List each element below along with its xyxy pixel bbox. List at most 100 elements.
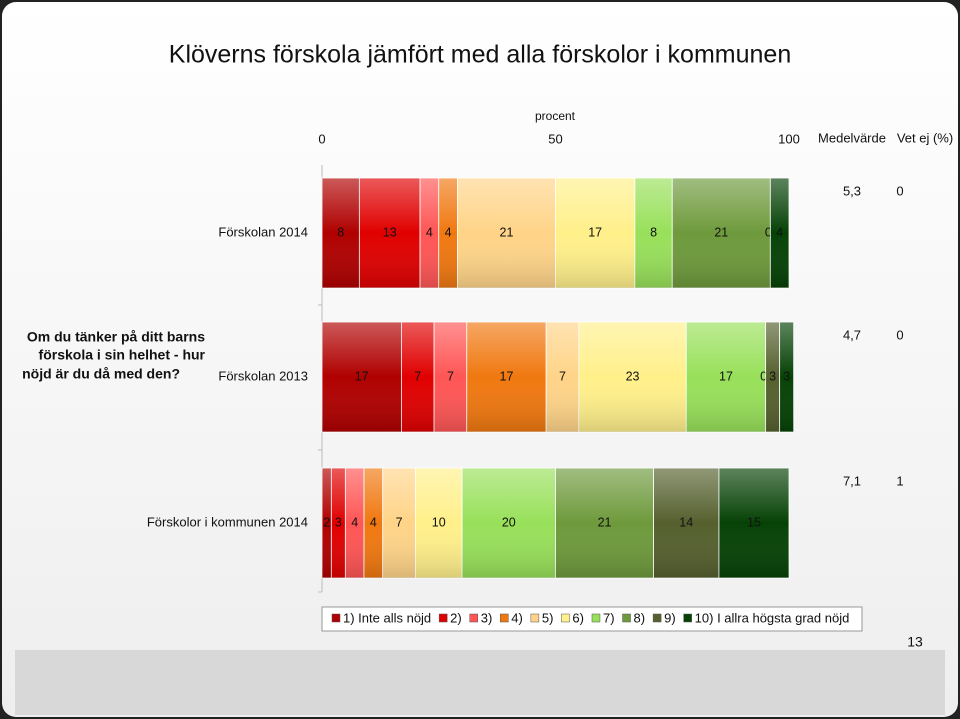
segment-label: 17 <box>500 369 514 383</box>
bar-shine <box>322 322 402 432</box>
legend-swatch <box>591 613 601 623</box>
category-label: Förskolor i kommunen 2014 <box>147 514 308 529</box>
segment-label: 3 <box>769 369 776 383</box>
legend-swatch <box>438 613 448 623</box>
bar-shine <box>322 178 360 288</box>
mean-value: 4,7 <box>843 327 861 342</box>
bar-shine <box>578 322 687 432</box>
mean-value: 5,3 <box>843 183 861 198</box>
segment-label: 20 <box>502 515 516 529</box>
segment-label: 4 <box>426 225 433 239</box>
title: Klöverns förskola jämfört med alla försk… <box>169 41 791 69</box>
segment-label: 4 <box>351 515 358 529</box>
mean-value: 7,1 <box>843 473 861 488</box>
segment-label: 4 <box>445 225 452 239</box>
bar-shine <box>770 178 789 288</box>
segment-label: 8 <box>650 225 657 239</box>
question-line: nöjd är du då med den? <box>22 366 180 382</box>
legend-swatch <box>683 613 692 623</box>
bar-shine <box>382 468 416 578</box>
legend-label: 4) <box>511 610 523 625</box>
bar-shine <box>415 468 463 578</box>
segment-label: 3 <box>783 369 790 383</box>
bar-shine <box>765 322 780 432</box>
segment-label: 7 <box>559 369 566 383</box>
segment-label: 4 <box>776 225 783 239</box>
segment-label: 2 <box>323 515 330 529</box>
footer-band <box>15 650 945 715</box>
bar-shine <box>672 178 771 288</box>
x-tick-label: 100 <box>778 131 800 146</box>
page-number: 13 <box>907 634 923 650</box>
bar-shine <box>345 468 365 578</box>
bar-shine <box>634 178 673 288</box>
legend-swatch <box>331 613 341 623</box>
bar-shine <box>462 468 556 578</box>
legend-swatch <box>561 613 570 623</box>
legend-swatch <box>500 613 509 623</box>
legend-label: 10) I allra högsta grad nöjd <box>695 610 850 625</box>
legend-label: 5) <box>542 610 554 625</box>
legend-swatch <box>530 613 540 623</box>
legend-label: 1) Inte alls nöjd <box>343 610 431 625</box>
x-tick-label: 0 <box>318 131 325 146</box>
bar-shine <box>686 322 766 432</box>
legend-swatch <box>622 613 631 623</box>
legend-label: 3) <box>481 610 493 625</box>
bar-shine <box>359 178 421 288</box>
bar-shine <box>466 322 547 432</box>
x-axis-label: procent <box>535 109 576 123</box>
dont-know-header: Vet ej (%) <box>897 130 953 145</box>
segment-label: 7 <box>447 369 454 383</box>
category-label: Förskolan 2013 <box>218 368 308 383</box>
segment-label: 0 <box>765 225 772 239</box>
dont-know-value: 0 <box>896 327 903 342</box>
legend-label: 7) <box>603 610 615 625</box>
bar-shine <box>364 468 383 578</box>
bar-shine <box>457 178 556 288</box>
bar-shine <box>555 178 635 288</box>
bar-shine <box>718 468 789 578</box>
question-line: förskola i sin helhet - hur <box>39 347 206 363</box>
bar-shine <box>420 178 439 288</box>
legend-label: 8) <box>634 610 646 625</box>
segment-label: 10 <box>432 515 446 529</box>
bar-shine <box>653 468 719 578</box>
category-label: Förskolan 2014 <box>218 224 308 239</box>
segment-label: 23 <box>626 369 640 383</box>
segment-label: 21 <box>714 225 728 239</box>
segment-label: 0 <box>760 369 767 383</box>
legend-swatch <box>469 613 478 623</box>
legend-label: 9) <box>664 610 676 625</box>
dont-know-value: 0 <box>896 183 903 198</box>
legend-label: 6) <box>572 610 584 625</box>
segment-label: 7 <box>414 369 421 383</box>
bar-shine <box>555 468 654 578</box>
bar-shine <box>322 468 332 578</box>
segment-label: 8 <box>337 225 344 239</box>
bar-shine <box>434 322 467 432</box>
bar-shine <box>546 322 579 432</box>
segment-label: 21 <box>598 515 612 529</box>
segment-label: 17 <box>719 369 733 383</box>
segment-label: 17 <box>588 225 602 239</box>
bar-shine <box>438 178 458 288</box>
segment-label: 13 <box>383 225 397 239</box>
legend-label: 2) <box>450 610 462 625</box>
segment-label: 3 <box>335 515 342 529</box>
bar-shine <box>401 322 435 432</box>
mean-header: Medelvärde <box>818 130 886 145</box>
dont-know-value: 1 <box>896 473 903 488</box>
x-tick-label: 50 <box>548 131 562 146</box>
question-line: Om du tänker på ditt barns <box>27 329 205 345</box>
segment-label: 21 <box>500 225 514 239</box>
bar-shine <box>779 322 794 432</box>
segment-label: 14 <box>679 515 693 529</box>
segment-label: 4 <box>370 515 377 529</box>
segment-label: 15 <box>747 515 761 529</box>
legend-swatch <box>652 613 662 623</box>
bar-shine <box>331 468 346 578</box>
segment-label: 7 <box>396 515 403 529</box>
segment-label: 17 <box>355 369 369 383</box>
